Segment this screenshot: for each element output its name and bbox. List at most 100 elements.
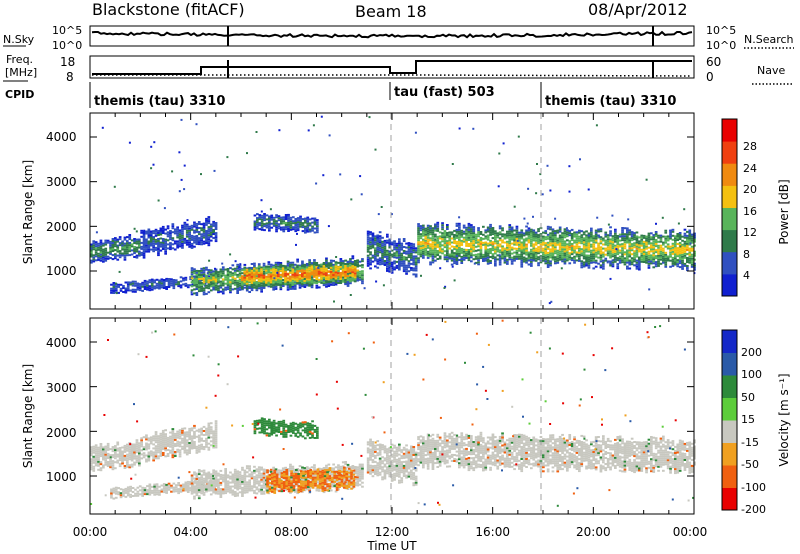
power-cell bbox=[366, 236, 370, 239]
power-cell bbox=[561, 236, 564, 239]
power-cell bbox=[329, 274, 333, 277]
power-cell bbox=[279, 283, 283, 286]
power-cell bbox=[422, 234, 425, 237]
freq-left-tick: 18 bbox=[60, 55, 75, 69]
power-cell bbox=[498, 231, 502, 234]
power-cell bbox=[424, 237, 428, 240]
power-cell bbox=[114, 241, 117, 244]
power-cell bbox=[527, 239, 531, 242]
power-cell bbox=[484, 245, 488, 248]
velocity-cell bbox=[148, 493, 152, 496]
velocity-cell bbox=[145, 446, 148, 449]
power-cell bbox=[556, 249, 560, 252]
power-cell bbox=[530, 230, 533, 233]
power-cell bbox=[371, 254, 375, 257]
power-cell bbox=[628, 233, 632, 236]
power-cell bbox=[269, 263, 273, 266]
velocity-cell bbox=[134, 488, 137, 491]
velocity-cell bbox=[133, 461, 136, 464]
power-cell bbox=[508, 252, 512, 255]
power-cell bbox=[520, 263, 524, 266]
power-cell bbox=[246, 152, 248, 155]
power-cell bbox=[195, 285, 199, 288]
power-cell bbox=[390, 263, 394, 266]
power-cell bbox=[652, 238, 656, 241]
power-cell bbox=[179, 280, 183, 283]
power-cell bbox=[546, 255, 550, 258]
power-cell bbox=[405, 272, 408, 275]
power-cell bbox=[164, 250, 167, 253]
power-cell bbox=[494, 252, 497, 255]
power-cell bbox=[448, 247, 452, 250]
power-cell bbox=[106, 251, 110, 254]
power-cell bbox=[205, 280, 208, 283]
velocity-cell bbox=[167, 486, 171, 489]
power-cell bbox=[256, 217, 259, 220]
power-cell bbox=[117, 283, 120, 286]
power-cell bbox=[134, 280, 137, 283]
power-cell bbox=[458, 226, 461, 229]
power-cell bbox=[255, 287, 259, 290]
power-cell bbox=[262, 268, 266, 271]
power-cell bbox=[621, 231, 624, 234]
power-cell bbox=[260, 222, 264, 225]
power-cell bbox=[281, 279, 285, 281]
power-cell bbox=[356, 259, 359, 262]
power-cell bbox=[268, 227, 271, 230]
velocity-cell bbox=[102, 464, 105, 467]
power-cell bbox=[592, 247, 596, 250]
power-cell bbox=[214, 286, 218, 289]
power-cell bbox=[494, 262, 497, 265]
power-cell bbox=[207, 285, 211, 288]
power-cell bbox=[479, 255, 483, 258]
power-cell bbox=[257, 275, 261, 278]
power-cell bbox=[197, 231, 201, 233]
velocity-cell bbox=[167, 482, 171, 485]
power-cell bbox=[112, 290, 116, 292]
power-cell bbox=[422, 224, 425, 227]
power-cell bbox=[621, 249, 624, 252]
power-cell bbox=[554, 256, 557, 259]
power-cell bbox=[520, 233, 524, 236]
power-cell bbox=[149, 232, 153, 235]
power-cell bbox=[441, 250, 444, 253]
power-cell bbox=[201, 279, 204, 281]
power-cell bbox=[267, 275, 271, 278]
power-cell bbox=[400, 246, 404, 249]
power-cell bbox=[633, 258, 636, 261]
velocity-cell bbox=[111, 456, 115, 459]
velocity-cell bbox=[154, 457, 158, 460]
power-cell bbox=[645, 257, 648, 260]
power-cell bbox=[97, 246, 100, 249]
power-cell bbox=[626, 231, 629, 234]
power-cell bbox=[282, 228, 286, 231]
power-cell bbox=[313, 259, 316, 262]
power-cell bbox=[645, 239, 648, 242]
power-cell bbox=[676, 261, 680, 264]
power-cell bbox=[407, 246, 411, 249]
power-cell bbox=[422, 250, 425, 253]
power-cell bbox=[193, 231, 196, 234]
power-cell bbox=[482, 225, 485, 228]
power-cell bbox=[317, 268, 321, 271]
velocity-cell bbox=[148, 491, 152, 494]
power-cell bbox=[669, 245, 672, 248]
power-cell bbox=[150, 280, 154, 283]
power-cell bbox=[554, 242, 557, 245]
power-cell bbox=[503, 255, 507, 258]
cpid-segment-label: themis (tau) 3310 bbox=[94, 94, 225, 109]
velocity-cell bbox=[126, 486, 130, 489]
power-cell bbox=[438, 245, 442, 248]
power-cell bbox=[126, 252, 129, 255]
power-cell bbox=[339, 266, 343, 268]
power-cell bbox=[229, 275, 232, 278]
velocity-cell bbox=[165, 491, 168, 494]
power-cell bbox=[462, 238, 466, 241]
velocity-cell bbox=[124, 489, 128, 492]
power-cell bbox=[537, 242, 540, 245]
power-cell bbox=[284, 272, 287, 275]
power-cell bbox=[458, 242, 461, 245]
velocity-cell bbox=[121, 456, 124, 459]
velocity-cell bbox=[114, 490, 118, 493]
power-cell bbox=[467, 232, 471, 235]
